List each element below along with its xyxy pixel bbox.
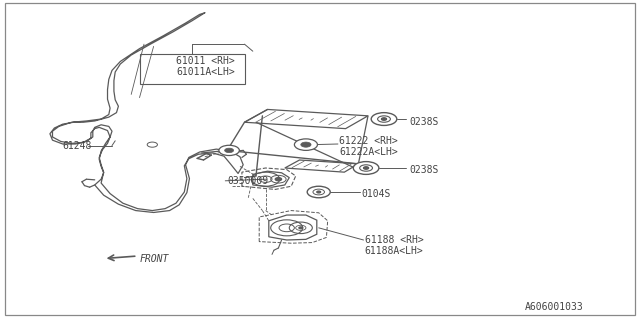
Circle shape <box>307 186 330 198</box>
Circle shape <box>225 148 234 153</box>
Text: 61248: 61248 <box>63 140 92 151</box>
Text: 61188A<LH>: 61188A<LH> <box>365 246 424 256</box>
Text: 61188 <RH>: 61188 <RH> <box>365 235 424 245</box>
Circle shape <box>381 118 387 120</box>
Circle shape <box>299 227 303 229</box>
Circle shape <box>301 142 311 147</box>
Text: 0238S: 0238S <box>410 116 439 127</box>
Circle shape <box>313 189 324 195</box>
Circle shape <box>317 191 321 193</box>
Text: 61222A<LH>: 61222A<LH> <box>339 147 398 157</box>
Circle shape <box>371 113 397 125</box>
Text: 0350009: 0350009 <box>227 176 268 186</box>
Circle shape <box>378 116 390 122</box>
Polygon shape <box>244 109 368 129</box>
Text: 61011 <RH>: 61011 <RH> <box>176 56 235 66</box>
Text: 61011A<LH>: 61011A<LH> <box>176 67 235 77</box>
Text: 61222 <RH>: 61222 <RH> <box>339 136 398 146</box>
Circle shape <box>294 139 317 150</box>
Polygon shape <box>285 160 358 172</box>
Circle shape <box>364 167 369 169</box>
Bar <box>140 54 245 84</box>
Circle shape <box>275 178 282 181</box>
Text: A606001033: A606001033 <box>525 302 584 312</box>
Circle shape <box>360 165 372 171</box>
Text: FRONT: FRONT <box>140 253 169 264</box>
Text: 0104S: 0104S <box>362 188 391 199</box>
Text: 0238S: 0238S <box>410 164 439 175</box>
Circle shape <box>219 145 239 156</box>
Circle shape <box>353 162 379 174</box>
